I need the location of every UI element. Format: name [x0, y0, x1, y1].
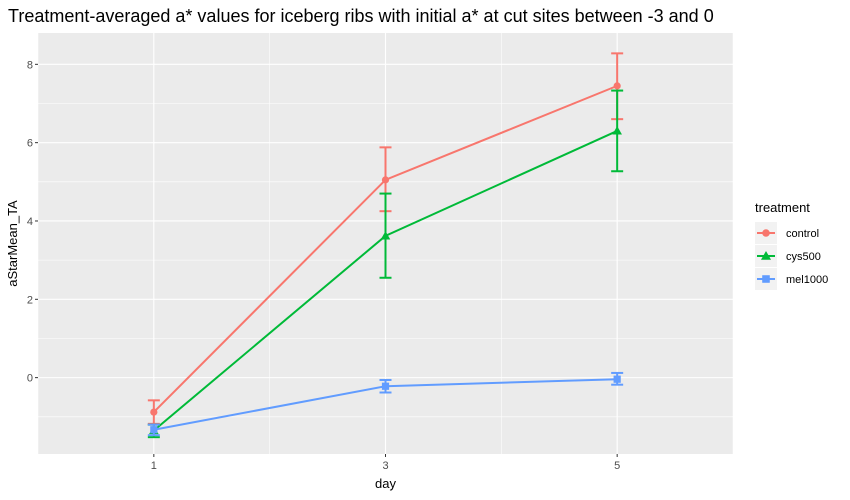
legend-item-mel1000: mel1000: [755, 268, 828, 290]
y-tick-label: 4: [27, 216, 33, 228]
series-mel1000: [147, 371, 624, 437]
legend-key-marker: [760, 250, 772, 260]
x-tick-label: 3: [382, 460, 388, 472]
legend-key-marker: [762, 229, 770, 237]
y-axis-label: aStarMean_TA: [5, 200, 20, 287]
legend-item-cys500: cys500: [755, 245, 821, 267]
legend-label: mel1000: [786, 274, 828, 286]
data-point-control: [613, 82, 621, 90]
legend-key-marker: [762, 275, 770, 283]
data-point-mel1000: [150, 426, 158, 434]
data-point-cys500: [612, 126, 622, 135]
x-axis-label: day: [375, 476, 396, 491]
x-tick-label: 5: [614, 460, 620, 472]
data-point-control: [381, 176, 390, 184]
data-point-mel1000: [613, 375, 621, 383]
y-tick-label: 8: [27, 59, 33, 71]
data-point-cys500: [380, 231, 391, 240]
data-point-mel1000: [381, 382, 390, 390]
legend-label: control: [786, 228, 819, 240]
legend: treatment control cys500 mel1000: [755, 200, 828, 290]
legend-item-control: control: [755, 222, 819, 244]
y-tick-label: 2: [27, 294, 33, 306]
legend-title: treatment: [755, 200, 810, 215]
y-tick-label: 6: [27, 138, 33, 150]
y-tick-label: 0: [27, 373, 33, 385]
axes: 0 2 4 6 8 1 3 5: [27, 59, 620, 472]
chart-title: Treatment-averaged a* values for iceberg…: [8, 6, 714, 26]
series-layer: [147, 52, 624, 439]
x-tick-label: 1: [151, 460, 157, 472]
legend-label: cys500: [786, 251, 821, 263]
data-point-control: [150, 408, 158, 416]
